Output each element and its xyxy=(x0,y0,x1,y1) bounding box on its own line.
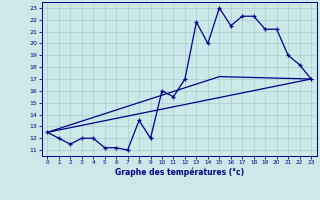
X-axis label: Graphe des températures (°c): Graphe des températures (°c) xyxy=(115,168,244,177)
